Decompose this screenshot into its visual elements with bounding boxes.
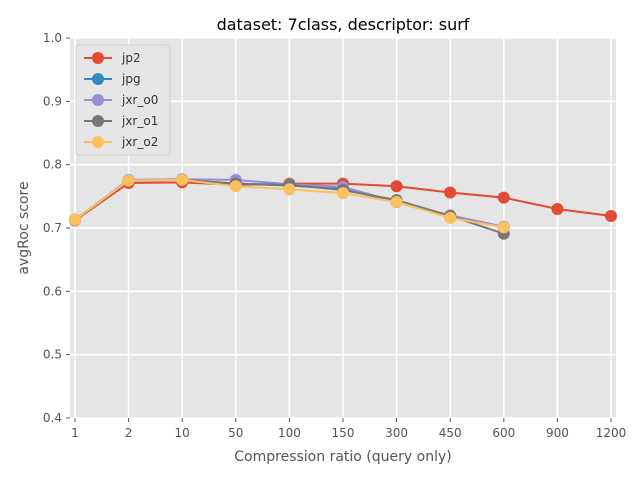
- data-point: [497, 221, 510, 234]
- legend-item: jxr_o0: [84, 93, 158, 107]
- legend-swatch-marker: [92, 52, 104, 64]
- x-tick-label: 900: [546, 426, 569, 440]
- x-ticks: 1 2 10 50 100 150 300 450 600 900 1200: [71, 418, 626, 440]
- data-point: [605, 209, 617, 222]
- legend-swatch-marker: [92, 115, 104, 127]
- legend-item: jpg: [84, 72, 141, 86]
- y-tick-label: 0.8: [43, 158, 62, 172]
- x-tick-label: 600: [492, 426, 515, 440]
- data-point: [229, 180, 242, 193]
- data-point: [551, 203, 564, 215]
- legend-item: jxr_o1: [84, 114, 158, 128]
- legend-frame: [75, 44, 171, 156]
- x-tick-label: 1200: [596, 426, 627, 440]
- legend-swatch-marker: [92, 73, 104, 85]
- data-point: [69, 213, 81, 226]
- y-tick-label: 0.5: [43, 348, 62, 362]
- data-point: [444, 186, 457, 199]
- x-tick-label: 450: [439, 426, 462, 440]
- y-tick-label: 1.0: [43, 31, 62, 45]
- y-axis-label: avgRoc score: [16, 181, 32, 274]
- y-tick-label: 0.6: [43, 284, 62, 298]
- legend-item: jp2: [84, 51, 141, 65]
- legend-label: jpg: [121, 72, 141, 86]
- x-tick-label: 100: [278, 426, 301, 440]
- x-tick-label: 300: [385, 426, 408, 440]
- x-tick-label: 10: [175, 426, 190, 440]
- data-point: [444, 211, 457, 224]
- y-ticks: 0.4 0.5 0.6 0.7 0.8 0.9 1.0: [43, 31, 70, 425]
- y-tick-label: 0.9: [43, 94, 62, 108]
- data-point: [337, 187, 349, 200]
- data-point: [283, 183, 296, 196]
- x-tick-label: 1: [71, 426, 79, 440]
- series-jxr_o2: [69, 173, 510, 234]
- data-point: [122, 174, 135, 187]
- legend-item: jxr_o2: [84, 135, 158, 149]
- data-point: [390, 196, 403, 209]
- x-axis-label: Compression ratio (query only): [234, 449, 451, 465]
- legend: jp2 jpg jxr_o0 jxr_o1 jxr_o2: [75, 44, 171, 156]
- legend-label: jxr_o0: [121, 93, 158, 107]
- y-tick-label: 0.4: [43, 411, 62, 425]
- x-tick-label: 150: [332, 426, 355, 440]
- legend-label: jxr_o1: [121, 114, 158, 128]
- series-layer: [69, 173, 617, 240]
- data-point: [176, 173, 189, 186]
- x-tick-label: 50: [228, 426, 243, 440]
- y-tick-label: 0.7: [43, 221, 62, 235]
- data-point: [497, 191, 510, 204]
- x-tick-label: 2: [125, 426, 133, 440]
- legend-label: jp2: [121, 51, 141, 65]
- grid: [70, 37, 616, 419]
- legend-swatch-marker: [92, 94, 104, 106]
- chart-title: dataset: 7class, descriptor: surf: [217, 15, 470, 34]
- data-point: [390, 180, 403, 193]
- legend-swatch-marker: [92, 136, 104, 148]
- legend-label: jxr_o2: [121, 135, 158, 149]
